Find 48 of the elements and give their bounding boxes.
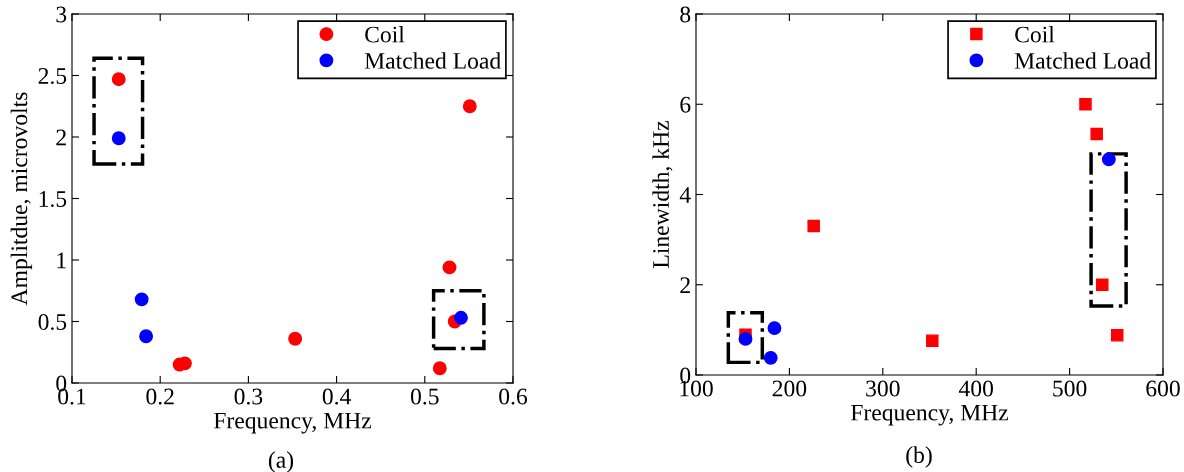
y-tick-label: 3 xyxy=(56,6,67,23)
point xyxy=(139,329,154,344)
point xyxy=(454,310,468,325)
point xyxy=(111,72,126,87)
x-tick-label: 400 xyxy=(958,380,994,397)
legend-label: Coil xyxy=(365,25,405,43)
point xyxy=(763,350,778,365)
legend-label: Matched Load xyxy=(364,52,501,69)
y-tick-label: 6 xyxy=(680,96,691,113)
y-axis-title: Linewidth, kHz xyxy=(652,121,673,268)
text: (b) xyxy=(906,446,932,468)
legend-label: Matched Load xyxy=(1014,52,1151,69)
point xyxy=(432,361,447,376)
x-tick-label: 300 xyxy=(866,380,900,397)
x-tick-label: 0.4 xyxy=(322,388,351,405)
y-tick-label: 1 xyxy=(57,252,66,269)
y-tick-label: 2 xyxy=(680,277,690,293)
point xyxy=(1110,329,1124,342)
point xyxy=(1096,278,1109,292)
y-tick-label: 2.5 xyxy=(38,68,67,85)
point xyxy=(1101,152,1116,167)
point xyxy=(442,260,457,275)
x-tick-label: 0.5 xyxy=(410,388,439,405)
point xyxy=(1079,97,1092,111)
x-tick-label: 500 xyxy=(1053,380,1087,397)
y-tick-label: 8 xyxy=(680,6,691,23)
x-tick-label: 200 xyxy=(772,380,807,397)
point xyxy=(807,219,820,233)
point xyxy=(767,321,782,336)
x-axis-title: Frequency, MHz xyxy=(850,404,1009,426)
y-tick-label: 0.5 xyxy=(38,313,67,331)
point xyxy=(1090,127,1103,141)
x-axis-title: Frequency, MHz xyxy=(213,412,372,434)
point xyxy=(288,331,303,346)
point xyxy=(111,131,126,146)
y-tick-label: 2 xyxy=(56,129,66,146)
x-tick-label: 0.2 xyxy=(146,388,174,405)
y-axis-title: Amplitdue, microvolts xyxy=(10,92,33,306)
point xyxy=(462,99,477,114)
text: (a) xyxy=(268,451,294,472)
legend-label: Coil xyxy=(1015,25,1055,43)
x-tick-label: 0.3 xyxy=(234,388,263,405)
x-tick-label: 0.6 xyxy=(499,388,528,405)
point xyxy=(134,292,149,307)
y-tick-label: 4 xyxy=(679,187,691,203)
y-tick-label: 1.5 xyxy=(39,191,67,208)
point xyxy=(926,334,939,347)
x-tick-label: 600 xyxy=(1146,380,1180,397)
